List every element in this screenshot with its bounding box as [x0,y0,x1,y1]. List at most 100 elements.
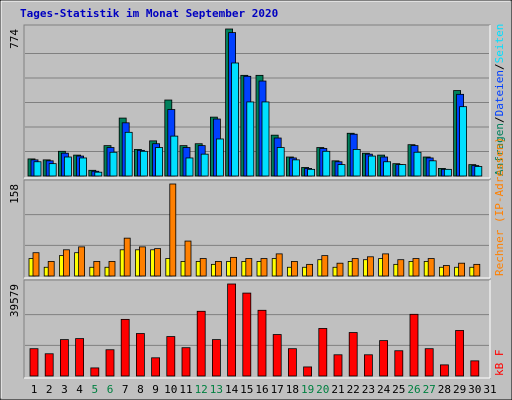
x-tick-label: 26 [407,383,420,396]
bar [412,258,420,277]
bar [78,246,85,277]
bar [44,353,54,377]
x-tick-label: 28 [438,383,451,396]
legend-entry: Rechner (IP-Adressen) [493,137,506,276]
legend-entry: kB F [493,350,506,377]
bar [199,258,207,277]
bar [75,338,84,377]
bar [363,354,373,377]
bar [337,164,346,177]
bar [443,168,452,177]
bar [79,157,87,177]
bar [184,240,192,277]
bar [398,164,407,177]
bar [64,156,72,177]
bar [409,313,419,377]
legend: Anfragen/Dateien/Seiten [493,24,506,176]
legend-entry: Anfragen [493,123,506,176]
x-tick-label: 8 [137,383,144,396]
bar [231,62,240,177]
bar [473,263,481,277]
chart-title: Tages-Statistik im Monat September 2020 [20,7,278,20]
bar [303,366,313,377]
bar [200,153,209,177]
bar [196,310,206,377]
bar [151,357,161,377]
bar [366,256,374,277]
bar [367,155,376,177]
bar [290,261,298,277]
y-tick-label: 39579 [8,284,21,317]
bar [352,149,361,177]
bar [170,135,179,177]
bar [333,354,343,377]
bar [227,283,237,377]
bar [109,151,118,177]
bar [351,258,359,277]
x-tick-label: 20 [316,383,329,396]
bar [93,261,101,277]
x-tick-label: 25 [392,383,405,396]
bar [154,248,162,277]
bar [257,309,267,377]
bar [108,261,116,277]
bar [63,249,70,277]
bar [306,263,314,277]
x-tick-label: 12 [195,383,208,396]
bar [321,255,329,277]
bar [166,336,176,377]
bar [442,265,450,277]
x-tick-label: 31 [483,383,496,396]
bar [455,330,465,377]
bar [245,258,253,277]
x-tick-label: 29 [453,383,466,396]
bar [48,163,57,177]
legend-entry: Seiten [493,24,506,64]
x-tick-label: 16 [255,383,268,396]
x-tick-label: 7 [122,383,129,396]
bar [287,348,297,377]
bar [246,101,255,177]
bar [60,339,69,377]
y-tick-label: 158 [8,184,21,204]
bar [138,246,146,277]
bar [394,350,404,377]
panel [23,279,491,379]
bar [29,348,39,377]
x-tick-label: 24 [377,383,391,396]
bar [120,318,130,377]
x-tick-label: 5 [91,383,98,396]
bar [123,237,131,277]
legend: Rechner (IP-Adressen) [493,137,506,276]
bar [459,106,468,177]
legend: kB F [493,350,506,377]
bar [155,147,164,177]
legend-entry: Dateien [493,70,506,116]
x-tick-label: 18 [286,383,299,396]
bar [348,332,358,377]
x-tick-label: 9 [152,383,159,396]
x-tick-label: 27 [423,383,436,396]
bar [470,360,480,377]
legend-separator: / [493,63,506,70]
bar [215,138,224,177]
x-tick-label: 14 [225,383,239,396]
x-tick-label: 22 [347,383,360,396]
x-tick-label: 10 [164,383,177,396]
bar [276,147,285,177]
x-tick-label: 11 [179,383,192,396]
bar [90,367,100,377]
bar [135,333,145,377]
x-tick-label: 30 [468,383,481,396]
bar [413,151,422,177]
bar [379,340,389,377]
bar [291,159,300,177]
bar [94,171,103,177]
bar [47,261,55,277]
bar [185,157,194,177]
x-tick-label: 15 [240,383,253,396]
bar [322,150,331,177]
x-tick-label: 4 [76,383,83,396]
bar [307,168,316,177]
